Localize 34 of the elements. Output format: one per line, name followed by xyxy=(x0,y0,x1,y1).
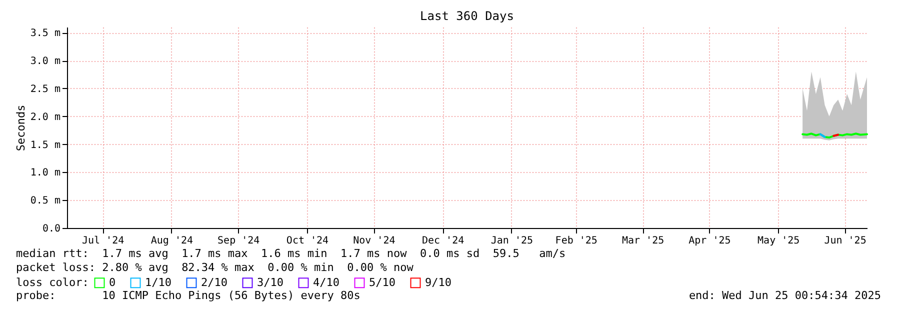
legend-label: 5/10 xyxy=(369,276,396,289)
y-axis-title: Seconds xyxy=(14,104,28,152)
legend-label: 4/10 xyxy=(313,276,340,289)
legend-label: 0 xyxy=(109,276,116,289)
y-tick-label: 1.0 m xyxy=(30,168,60,179)
x-tick-label: Oct '24 xyxy=(286,236,329,246)
y-tick-label: 2.5 m xyxy=(30,84,60,95)
y-tick-label: 0.5 m xyxy=(30,196,60,207)
text: probe: 10 ICMP Echo Pings (56 Bytes) every 80s xyxy=(16,289,360,302)
x-tick-label: Jul '24 xyxy=(82,236,124,246)
x-tick-label: Mar '25 xyxy=(622,236,664,246)
y-tick-label: 2.0 m xyxy=(30,112,60,123)
y-tick-label: 1.5 m xyxy=(30,140,60,151)
x-tick-label: Sep '24 xyxy=(218,236,260,246)
legend-label: 1/10 xyxy=(145,276,172,289)
y-tick-label: 3.0 m xyxy=(30,56,60,67)
legend-label: 3/10 xyxy=(257,276,284,289)
chart-title: Last 360 Days xyxy=(420,9,514,23)
x-tick-label: May '25 xyxy=(758,236,800,246)
x-tick-label: Feb '25 xyxy=(555,236,598,246)
x-tick-label: Nov '24 xyxy=(353,236,396,246)
text: median rtt: 1.7 ms avg 1.7 ms max 1.6 ms min 1.7 ms now 0.0 ms sd 59.5 am/s xyxy=(16,247,566,260)
text: packet loss: 2.80 % avg 82.34 % max 0.00 % min 0.00 % now xyxy=(16,261,414,274)
legend-label: 9/10 xyxy=(425,276,452,289)
x-tick-label: Jan '25 xyxy=(490,236,534,246)
y-tick-label: 3.5 m xyxy=(30,28,60,40)
legend-label: 2/10 xyxy=(201,276,228,289)
x-tick-label: Jun '25 xyxy=(824,236,866,246)
text: end: Wed Jun 25 00:54:34 2025 xyxy=(688,289,881,302)
x-tick-label: Aug '24 xyxy=(150,236,194,246)
x-tick-label: Apr '25 xyxy=(688,236,731,246)
x-tick-label: Dec '24 xyxy=(422,236,464,246)
y-tick-label: 0.0 xyxy=(42,224,60,234)
legend-title: loss color: xyxy=(16,276,89,289)
